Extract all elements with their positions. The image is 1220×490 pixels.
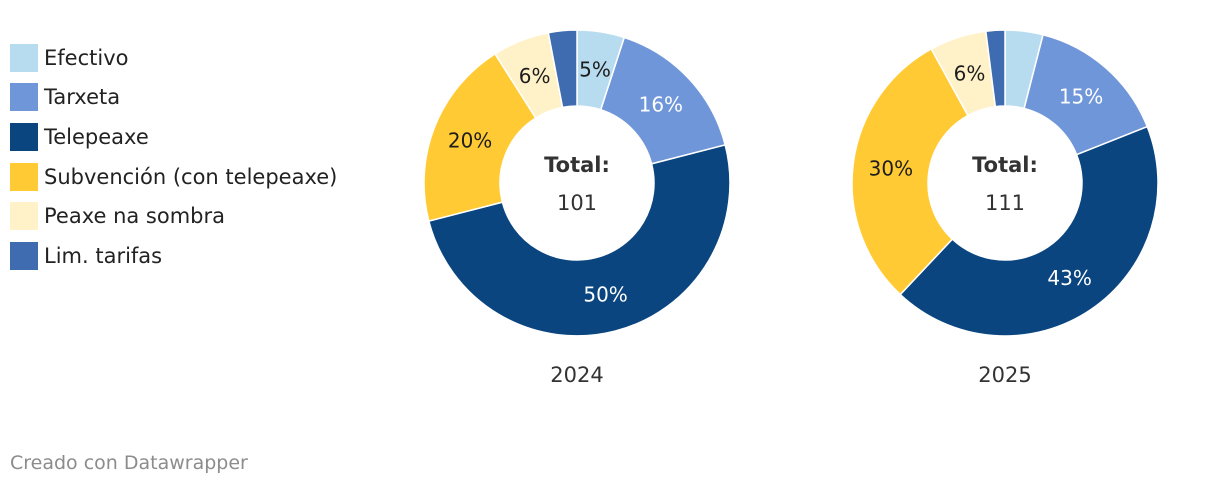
slice-data-label: 20% bbox=[448, 129, 492, 153]
donut-slice[interactable] bbox=[547, 29, 578, 109]
legend-swatch bbox=[10, 43, 38, 72]
legend-label: Subvención (con telepeaxe) bbox=[44, 164, 338, 189]
legend-swatch bbox=[10, 241, 38, 270]
legend-swatch bbox=[10, 83, 38, 112]
legend-label: Peaxe na sombra bbox=[44, 204, 226, 229]
slice-data-label: 15% bbox=[1059, 85, 1103, 109]
legend-label: Efectivo bbox=[44, 45, 129, 70]
legend-label: Lim. tarifas bbox=[44, 243, 163, 268]
legend-label: Telepeaxe bbox=[44, 124, 149, 149]
slice-data-label: 5% bbox=[579, 57, 611, 81]
total-label: Total: bbox=[972, 153, 1038, 177]
slice-data-label: 16% bbox=[639, 92, 683, 116]
legend-swatch bbox=[10, 122, 38, 151]
legend-item: Tarxeta bbox=[10, 78, 337, 118]
slice-data-label: 6% bbox=[519, 64, 551, 88]
total-value: 111 bbox=[985, 191, 1025, 215]
donut-slice[interactable] bbox=[984, 29, 1006, 108]
legend-item: Lim. tarifas bbox=[10, 236, 337, 276]
chart-year-label: 2025 bbox=[978, 363, 1031, 387]
legend-swatch bbox=[10, 202, 38, 231]
donut-slice[interactable] bbox=[899, 125, 1159, 337]
donut-slice[interactable] bbox=[427, 144, 731, 337]
total-label: Total: bbox=[544, 153, 610, 177]
total-value: 101 bbox=[557, 191, 597, 215]
chart-year-label: 2024 bbox=[550, 363, 603, 387]
legend-item: Efectivo bbox=[10, 38, 337, 78]
legend-item: Peaxe na sombra bbox=[10, 196, 337, 236]
donut-slice[interactable] bbox=[851, 47, 969, 296]
legend-label: Tarxeta bbox=[44, 85, 121, 110]
slice-data-label: 30% bbox=[869, 157, 913, 181]
legend-item: Subvención (con telepeaxe) bbox=[10, 157, 337, 197]
donut-slice[interactable] bbox=[423, 52, 537, 222]
slice-data-label: 6% bbox=[954, 62, 986, 86]
legend: Efectivo Tarxeta Telepeaxe Subvención (con … bbox=[10, 38, 337, 276]
legend-swatch bbox=[10, 162, 38, 191]
slice-data-label: 50% bbox=[583, 282, 627, 306]
legend-item: Telepeaxe bbox=[10, 117, 337, 157]
slice-data-label: 43% bbox=[1047, 266, 1091, 290]
footer-credit[interactable]: Creado con Datawrapper bbox=[10, 452, 248, 474]
